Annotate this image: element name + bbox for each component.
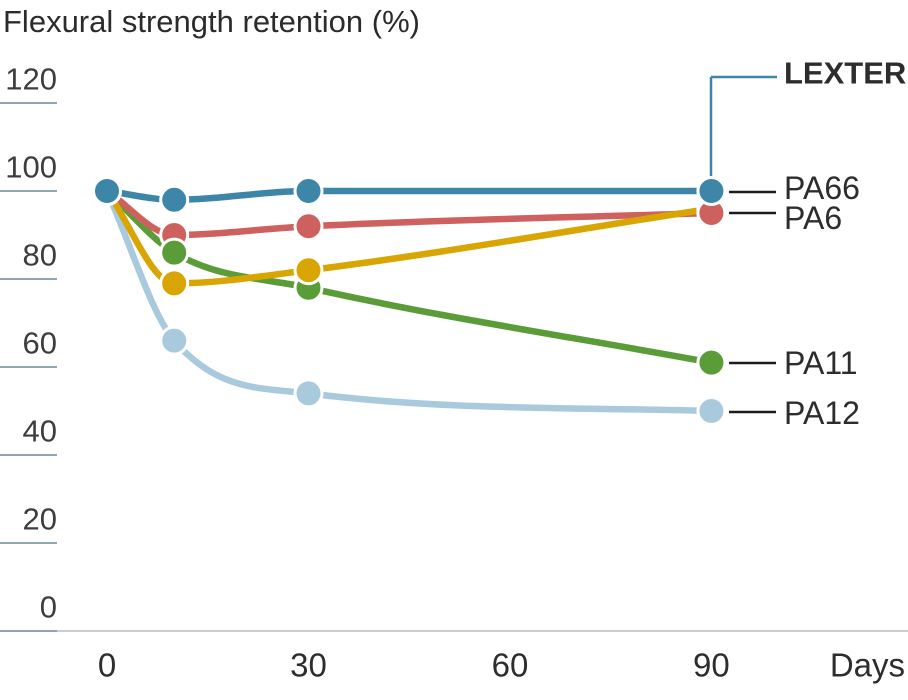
series-label-pa6: PA6 — [784, 200, 842, 236]
data-point-lexter — [696, 176, 727, 206]
series-points — [92, 176, 727, 426]
x-tick-label: 90 — [693, 647, 730, 684]
data-point-lexter — [159, 184, 190, 215]
y-tick-label: 120 — [5, 62, 57, 97]
y-axis-ticks: 120 100 80 60 40 20 0 — [0, 62, 57, 632]
data-point-pa12 — [293, 378, 324, 409]
data-point-pa11 — [159, 237, 190, 268]
y-tick-label: 100 — [5, 150, 57, 185]
series-label-pa12: PA12 — [784, 395, 860, 431]
x-tick-label: 60 — [492, 647, 529, 684]
data-point-lexter — [92, 176, 122, 206]
series-lines — [103, 187, 715, 415]
series-label-lexter: LEXTER — [784, 56, 906, 91]
data-point-pa6 — [293, 211, 324, 242]
data-point-pa12 — [159, 325, 190, 356]
series-label-pa66: PA66 — [784, 170, 860, 206]
series-line-pa12 — [103, 187, 715, 415]
series-line-pa66 — [103, 187, 715, 287]
y-tick-label: 80 — [23, 238, 57, 273]
x-axis-ticks: 0 30 60 90 — [98, 647, 730, 684]
data-point-pa66 — [159, 268, 190, 299]
chart-title: Flexural strength retention (%) — [3, 4, 420, 39]
data-point-lexter — [293, 176, 324, 206]
y-tick-label: 40 — [23, 414, 57, 449]
data-point-pa66 — [293, 255, 324, 286]
y-tick-label: 60 — [23, 326, 57, 361]
y-tick-label: 0 — [40, 590, 57, 625]
y-tick-label: 20 — [23, 502, 57, 537]
x-tick-label: 30 — [290, 647, 327, 684]
data-point-pa11 — [696, 347, 727, 378]
x-axis-unit-label: Days — [830, 647, 905, 684]
data-point-pa12 — [696, 396, 727, 426]
x-tick-label: 0 — [98, 647, 116, 684]
series-label-pa11: PA11 — [784, 345, 858, 381]
series-line-lexter — [103, 187, 715, 204]
